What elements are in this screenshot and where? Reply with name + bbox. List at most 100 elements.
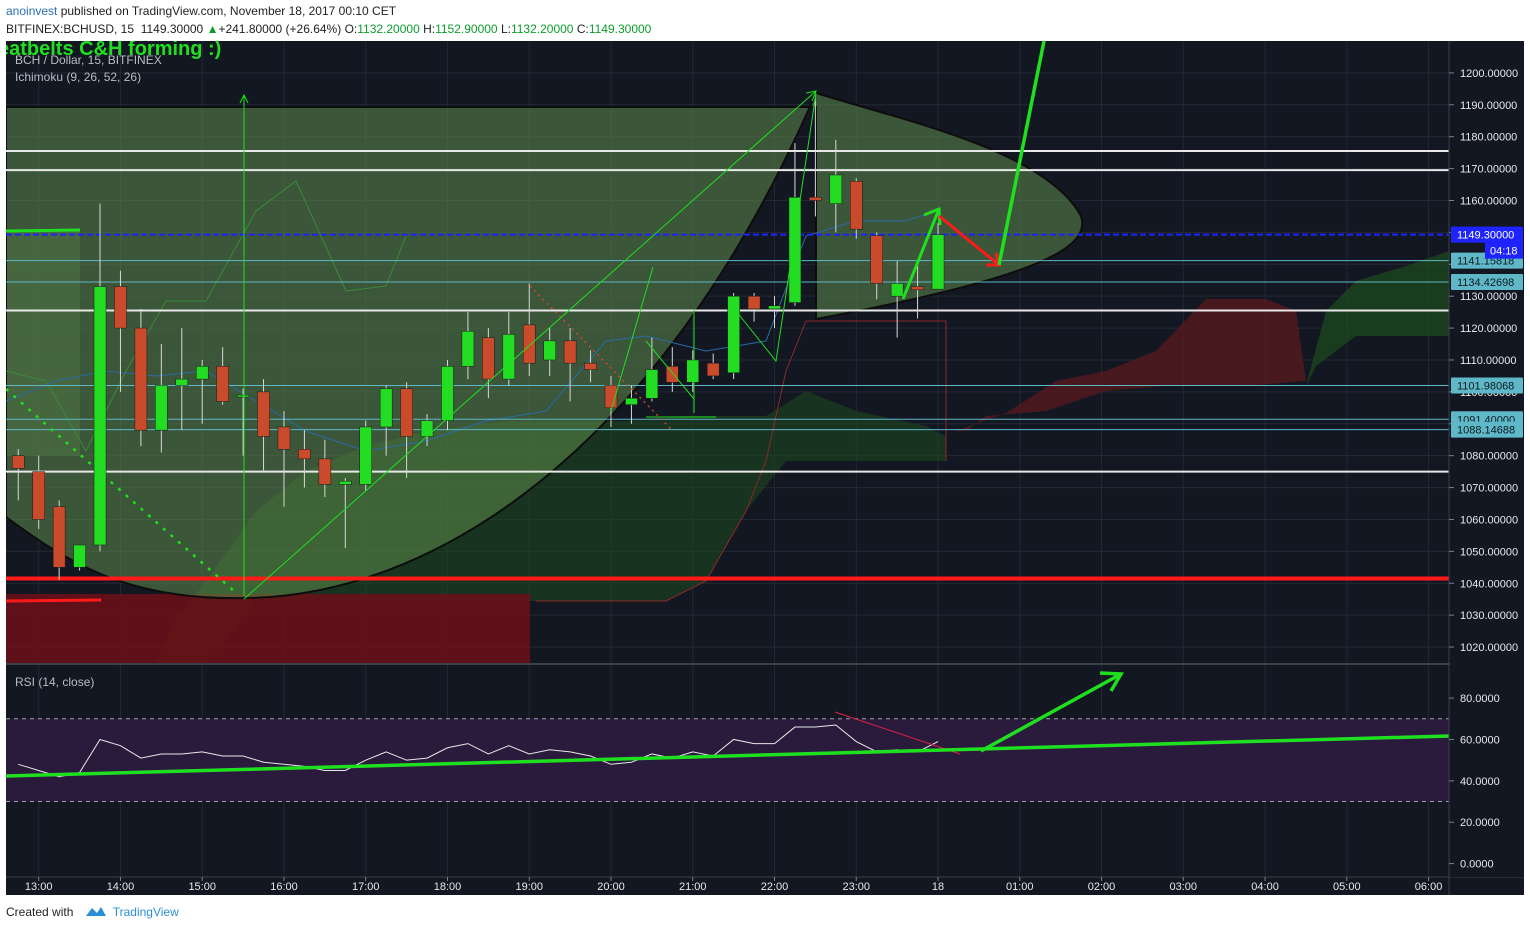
rsi-axis[interactable]: 80.0000 60.0000 40.0000 20.0000 0.0000 — [1449, 665, 1524, 877]
close-value: 1149.30000 — [588, 22, 652, 36]
time-axis[interactable]: 13:00 14:00 15:00 16:00 17:00 18:00 19:00 20:00… — [25, 877, 1442, 893]
candle-body — [768, 305, 781, 310]
time-tick-label: 01:00 — [1006, 881, 1034, 893]
price-level-label-box — [1451, 421, 1523, 438]
rsi-label[interactable]: RSI (14, close) — [15, 675, 94, 689]
candle-body — [175, 378, 189, 386]
symbol-bar: BITFINEX:BCHUSD, 15 1149.30000 ▲+241.800… — [6, 22, 651, 36]
candle-body — [890, 283, 904, 297]
rsi-pane — [6, 671, 1449, 803]
price-tick-label: 1070.00000 — [1460, 483, 1518, 495]
candle-body — [134, 327, 148, 431]
high-value: 1152.90000 — [435, 22, 498, 36]
price-tick-label: 1110.00000 — [1460, 355, 1516, 367]
rsi-trendline — [6, 734, 1449, 778]
ichimoku-line-b — [6, 210, 937, 452]
left-green-stub — [6, 228, 81, 233]
candle-body — [114, 286, 127, 329]
candle-body — [522, 324, 536, 364]
footer: Created with TradingView — [6, 905, 179, 919]
time-tick-label: 23:00 — [843, 881, 871, 893]
rsi-tick-label: 80.0000 — [1460, 693, 1500, 705]
candle-body — [236, 394, 250, 398]
main-pane — [6, 41, 1449, 663]
candle-body — [52, 506, 66, 568]
price-level-label: 1088.14688 — [1457, 425, 1515, 437]
candle-body — [277, 426, 291, 450]
rsi-up-arrow-head — [1099, 671, 1124, 692]
high-label: H: — [423, 22, 436, 36]
time-tick-label: 20:00 — [597, 881, 625, 893]
candle-body — [420, 420, 434, 437]
symbol: BITFINEX:BCHUSD, 15 — [6, 22, 135, 36]
indicator-label[interactable]: Ichimoku (9, 26, 52, 26) — [15, 70, 141, 84]
current-price-label-box — [1451, 226, 1523, 243]
candle-body — [666, 366, 679, 383]
price-tick-label: 1030.00000 — [1460, 610, 1518, 622]
change-arrow-icon: ▲ — [206, 22, 219, 36]
price-level-label: 1134.42698 — [1457, 277, 1514, 289]
long-trend-arrow — [243, 90, 817, 600]
support-zone — [6, 594, 530, 663]
dotted-green-trend — [6, 388, 235, 592]
price-tick-label: 1180.00000 — [1460, 132, 1517, 144]
open-value: 1132.20000 — [357, 22, 420, 36]
time-tick-label: 16:00 — [270, 881, 298, 893]
rsi-red-divergence — [834, 711, 961, 755]
candle-body — [706, 362, 720, 377]
time-tick-label: 17:00 — [352, 881, 380, 893]
price-tick-label: 1050.00000 — [1460, 546, 1518, 558]
time-tick-label: 14:00 — [107, 881, 135, 893]
candle-body — [645, 369, 659, 399]
rsi-tick-label: 0.0000 — [1460, 859, 1494, 871]
price-tick-label: 1020.00000 — [1460, 642, 1518, 654]
tradingview-link[interactable]: TradingView — [112, 905, 179, 919]
candle-body — [73, 544, 86, 568]
ichimoku-line-a — [6, 180, 407, 453]
price-tick-label: 1130.00000 — [1460, 291, 1517, 303]
candle-body — [12, 455, 25, 469]
last-price: 1149.30000 — [140, 22, 204, 36]
price-tick-label: 1200.00000 — [1460, 68, 1518, 80]
candle-body — [400, 388, 413, 437]
open-label: O: — [344, 22, 358, 36]
low-value: 1132.20000 — [510, 22, 574, 36]
current-price-label: 1149.30000 — [1457, 230, 1514, 242]
rsi-tick-label: 20.0000 — [1460, 817, 1500, 829]
breakout-arrow — [997, 41, 1046, 266]
time-tick-label: 19:00 — [515, 881, 543, 893]
price-level-label-box — [1451, 274, 1523, 291]
candle-body — [543, 340, 556, 361]
rsi-band — [6, 718, 1449, 802]
price-tick-label: 1060.00000 — [1460, 514, 1518, 526]
time-tick-label: 22:00 — [761, 881, 789, 893]
author-link[interactable]: anoinvest — [6, 4, 58, 18]
candle-body — [93, 286, 107, 546]
candle-body — [257, 391, 270, 437]
handle-green-arrow — [901, 208, 941, 300]
candle-body — [298, 449, 311, 460]
swing-arrows — [610, 266, 654, 412]
price-chart[interactable]: 1200.00000 1190.00000 1180.00000 1170.00000… — [6, 41, 1524, 895]
rsi-up-arrow — [980, 672, 1122, 753]
candle-body — [911, 286, 924, 291]
candle-body — [686, 359, 700, 383]
candles — [12, 95, 945, 581]
time-tick-label: 15:00 — [188, 881, 216, 893]
ichimoku-line-c — [536, 320, 947, 602]
annotation-text: eatbelts C&H forming :) — [6, 41, 221, 60]
created-with-text: Created with — [6, 905, 74, 919]
candle-body — [809, 197, 822, 201]
rsi-tick-label: 60.0000 — [1460, 734, 1500, 746]
time-tick-label: 06:00 — [1415, 881, 1443, 893]
countdown-label: 04:18 — [1490, 246, 1518, 258]
vertical-arrow-head — [239, 93, 249, 104]
candle-body — [359, 426, 372, 485]
price-tick-label: 1170.00000 — [1460, 164, 1517, 176]
candle-body — [850, 181, 863, 230]
candle-body — [625, 398, 638, 405]
candle-body — [32, 471, 45, 520]
swing-arrows-e — [735, 92, 817, 363]
rsi-tick-label: 40.0000 — [1460, 776, 1500, 788]
time-tick-label: 21:00 — [679, 881, 707, 893]
